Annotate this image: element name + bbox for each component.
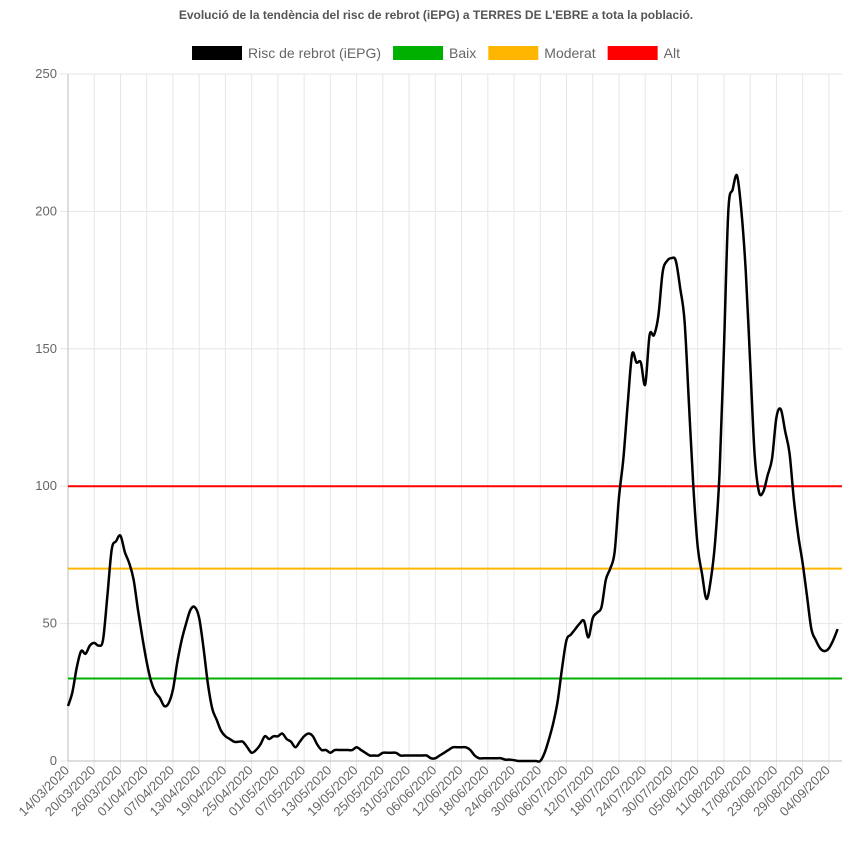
y-tick-label-5: 250 [35, 66, 57, 81]
y-tick-label-4: 200 [35, 203, 57, 218]
y-axis: 0 50 100 150 200 250 [35, 66, 57, 768]
legend-label-3: Alt [664, 45, 680, 61]
series-layer [66, 173, 842, 763]
grid [60, 73, 842, 769]
legend-label-0: Risc de rebrot (iEPG) [248, 45, 381, 61]
legend-label-2: Moderat [544, 45, 595, 61]
legend-swatch-2[interactable] [488, 46, 539, 60]
legend-swatch-3[interactable] [607, 46, 658, 60]
chart-title: Evolució de la tendència del risc de reb… [179, 8, 693, 22]
y-tick-label-1: 50 [43, 616, 57, 631]
y-tick-label-2: 100 [35, 478, 57, 493]
x-axis: 14/03/202020/03/202026/03/202001/04/2020… [15, 763, 833, 820]
legend-swatch-1[interactable] [393, 46, 444, 60]
legend: Risc de rebrot (iEPG) Baix Moderat Alt [192, 45, 680, 61]
legend-label-1: Baix [449, 45, 476, 61]
series-line-iepg [66, 173, 839, 763]
y-tick-label-0: 0 [50, 753, 57, 768]
y-tick-label-3: 150 [35, 341, 57, 356]
legend-swatch-0[interactable] [192, 46, 243, 60]
